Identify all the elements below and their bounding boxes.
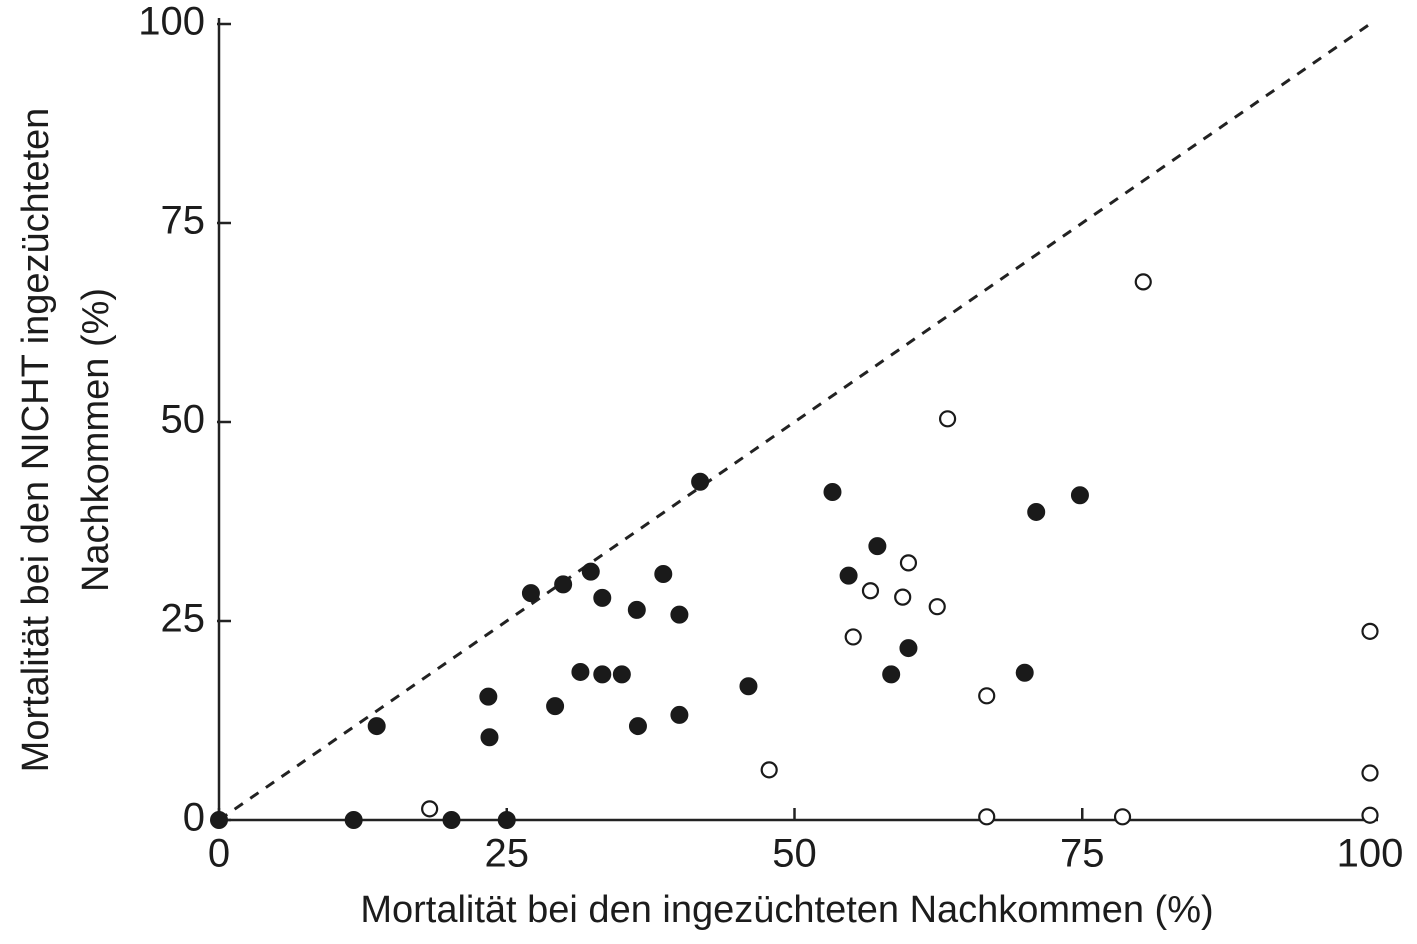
filled-point xyxy=(868,537,887,556)
open-point xyxy=(1361,622,1379,640)
open-point xyxy=(894,588,912,606)
y-tick-label: 0 xyxy=(183,796,205,840)
filled-point xyxy=(479,687,498,706)
open-point xyxy=(978,687,996,705)
filled-point xyxy=(593,588,612,607)
filled-point xyxy=(581,562,600,581)
open-point xyxy=(1361,806,1379,824)
open-point xyxy=(861,582,880,600)
open-point xyxy=(928,598,946,616)
open-point xyxy=(978,808,996,826)
filled-point xyxy=(546,697,565,716)
open-point xyxy=(760,761,778,779)
filled-point xyxy=(1015,663,1034,682)
filled-point xyxy=(367,717,386,736)
x-axis-label: Mortalität bei den ingezüchteten Nachkom… xyxy=(360,889,1213,931)
open-point xyxy=(938,410,957,428)
filled-point xyxy=(882,665,901,684)
y-tick-label: 25 xyxy=(161,597,206,641)
open-point xyxy=(899,554,918,572)
filled-point xyxy=(480,728,499,747)
filled-point xyxy=(442,811,461,829)
filled-point xyxy=(839,566,858,585)
y-axis-label: Mortalität bei den NICHT ingezüchteten N… xyxy=(15,108,117,773)
x-tick-label: 75 xyxy=(1060,832,1105,876)
filled-point xyxy=(612,665,631,684)
filled-point xyxy=(654,565,673,584)
filled-point xyxy=(1070,486,1089,505)
filled-point xyxy=(210,811,228,829)
open-point xyxy=(844,628,862,646)
filled-point xyxy=(628,717,647,736)
x-tick-label: 25 xyxy=(485,832,530,876)
diagonal-line xyxy=(218,22,1371,822)
filled-point xyxy=(571,662,590,681)
filled-point xyxy=(739,677,758,696)
open-point xyxy=(421,800,439,818)
filled-point xyxy=(554,575,573,594)
y-tick-label: 50 xyxy=(161,398,206,442)
x-tick-label: 0 xyxy=(208,832,230,876)
open-point xyxy=(1113,808,1132,826)
open-point xyxy=(1134,273,1152,291)
filled-point xyxy=(691,472,710,491)
open-point xyxy=(1361,764,1379,782)
x-tick-label: 100 xyxy=(1337,832,1404,876)
y-tick-label: 100 xyxy=(138,0,205,44)
filled-point xyxy=(1027,502,1046,521)
x-tick-label: 50 xyxy=(772,832,817,876)
filled-point xyxy=(670,605,689,624)
filled-point xyxy=(823,483,842,502)
filled-point xyxy=(899,639,918,658)
filled-point xyxy=(670,705,689,724)
filled-point xyxy=(521,584,540,603)
y-axis-label-line: Nachkommen (%) xyxy=(75,288,117,592)
filled-point xyxy=(593,665,612,684)
filled-point xyxy=(627,600,646,619)
y-tick-label: 75 xyxy=(161,199,206,243)
filled-point xyxy=(344,811,363,829)
y-axis-label-line: Mortalität bei den NICHT ingezüchteten xyxy=(15,108,57,773)
filled-point xyxy=(497,811,516,829)
